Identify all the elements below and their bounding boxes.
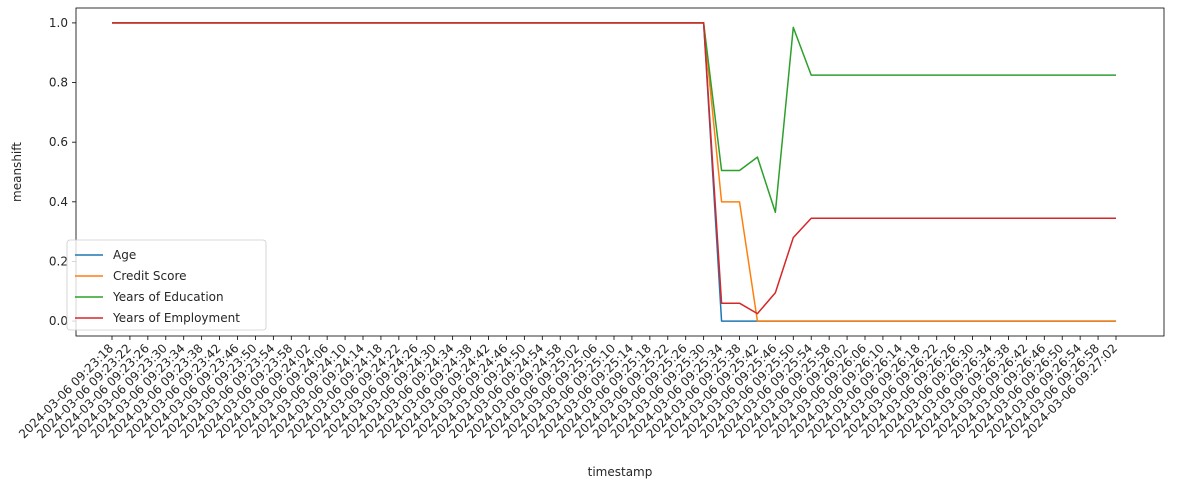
legend-label: Credit Score <box>113 269 187 283</box>
legend: Age Credit Score Years of Education Years o… <box>66 239 267 331</box>
series-line-years-of-education <box>112 22 1116 213</box>
legend-label: Years of Education <box>112 290 224 304</box>
y-tick-label: 0.6 <box>49 135 68 149</box>
y-tick-label: 0.2 <box>49 254 68 268</box>
x-axis-title: timestamp <box>588 465 653 479</box>
y-tick-label: 0.4 <box>49 195 68 209</box>
plot-frame <box>75 7 1165 337</box>
legend-label: Years of Employment <box>112 311 240 325</box>
y-axis-title: meanshift <box>10 142 24 202</box>
plot-lines <box>112 22 1116 322</box>
y-axis: 0.0 0.2 0.4 0.6 0.8 1.0 <box>49 16 76 328</box>
legend-label: Age <box>113 248 136 262</box>
y-tick-label: 1.0 <box>49 16 68 30</box>
series-line-years-of-employment <box>112 22 1116 315</box>
legend-box <box>66 239 267 331</box>
y-tick-label: 0.8 <box>49 76 68 90</box>
y-tick-label: 0.0 <box>49 314 68 328</box>
